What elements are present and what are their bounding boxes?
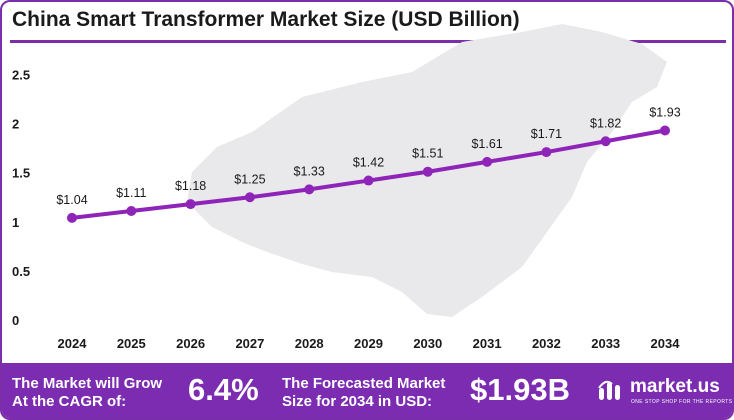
y-tick-label: 0.5 bbox=[12, 264, 30, 279]
logo-tagline: ONE STOP SHOP FOR THE REPORTS bbox=[631, 399, 733, 405]
data-point bbox=[304, 184, 315, 195]
data-label: $1.42 bbox=[353, 156, 384, 170]
x-tick-label: 2026 bbox=[176, 336, 205, 351]
y-tick-label: 2.5 bbox=[12, 68, 30, 83]
x-tick-label: 2024 bbox=[58, 336, 88, 351]
data-point bbox=[660, 125, 670, 136]
title-underline bbox=[10, 40, 726, 43]
data-label: $1.93 bbox=[649, 105, 680, 119]
x-tick-label: 2034 bbox=[651, 336, 681, 351]
data-label: $1.04 bbox=[56, 193, 87, 207]
data-point bbox=[482, 156, 493, 167]
summary-footer: The Market will Grow At the CAGR of: 6.4… bbox=[2, 363, 733, 418]
x-tick-label: 2031 bbox=[473, 336, 502, 351]
y-tick-label: 1 bbox=[12, 215, 19, 230]
data-point bbox=[126, 205, 137, 216]
logo-name: market.us bbox=[630, 376, 720, 397]
x-tick-label: 2030 bbox=[413, 336, 442, 351]
market-us-logo-icon bbox=[598, 380, 620, 400]
x-tick-label: 2029 bbox=[354, 336, 383, 351]
chart-title: China Smart Transformer Market Size (USD… bbox=[12, 8, 520, 31]
y-tick-label: 2 bbox=[12, 117, 19, 132]
data-label: $1.33 bbox=[294, 164, 325, 178]
cagr-value: 6.4% bbox=[188, 372, 259, 407]
x-tick-label: 2025 bbox=[117, 336, 146, 351]
forecast-value: $1.93B bbox=[470, 372, 570, 407]
cagr-label: The Market will Grow At the CAGR of: bbox=[12, 375, 163, 410]
data-point bbox=[600, 136, 611, 147]
data-label: $1.61 bbox=[471, 137, 502, 151]
data-label: $1.11 bbox=[116, 186, 146, 200]
data-point bbox=[185, 199, 196, 210]
data-label: $1.25 bbox=[234, 172, 265, 186]
x-tick-label: 2032 bbox=[532, 336, 561, 351]
forecast-label: The Forecasted Market Size for 2034 in U… bbox=[282, 375, 446, 410]
data-point bbox=[244, 192, 255, 203]
data-points bbox=[67, 125, 670, 223]
y-axis: 0 0.5 1 1.5 2 2.5 bbox=[12, 68, 30, 329]
data-labels: $1.04 $1.11 $1.18 $1.25 $1.33 $1.42 $1.51 $1.61… bbox=[56, 105, 680, 206]
data-point bbox=[363, 175, 374, 186]
x-axis: 2024 2025 2026 2027 2028 2029 2030 2031 2032 2033… bbox=[58, 336, 681, 351]
data-label: $1.51 bbox=[412, 147, 443, 161]
data-point bbox=[67, 212, 77, 223]
x-tick-label: 2027 bbox=[235, 336, 264, 351]
y-tick-label: 1.5 bbox=[12, 166, 30, 181]
x-tick-label: 2033 bbox=[591, 336, 620, 351]
line-chart: 0 0.5 1 1.5 2 2.5 2024 2025 2026 2027 2028 2029 203… bbox=[12, 24, 681, 351]
data-label: $1.82 bbox=[590, 116, 621, 130]
data-label: $1.18 bbox=[175, 179, 206, 193]
data-point bbox=[541, 147, 552, 158]
data-label: $1.71 bbox=[531, 127, 562, 141]
x-tick-label: 2028 bbox=[295, 336, 324, 351]
data-point bbox=[422, 166, 433, 177]
y-tick-label: 0 bbox=[12, 313, 19, 328]
